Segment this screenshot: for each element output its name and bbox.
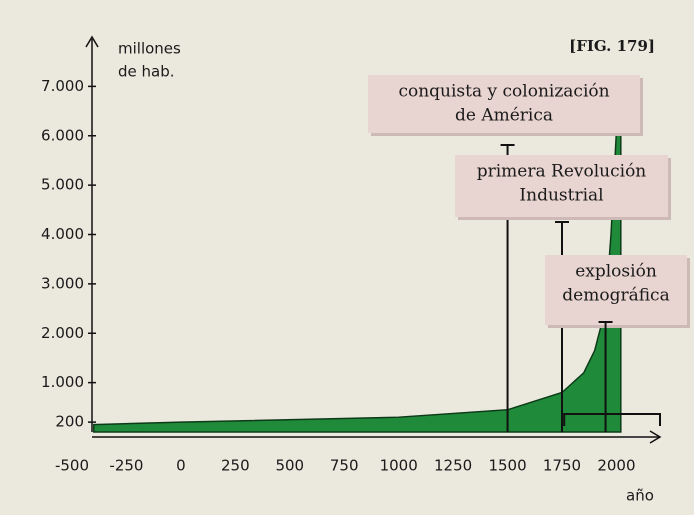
x-tick-label: 1500 — [488, 457, 526, 475]
x-tick-label: 1000 — [380, 457, 418, 475]
annotation-box — [455, 155, 668, 217]
x-tick-label: 750 — [330, 457, 359, 475]
x-tick-label: 1250 — [434, 457, 472, 475]
explosion-bracket — [563, 413, 661, 426]
annotation-box — [545, 255, 687, 325]
y-tick-label: 4.000 — [41, 225, 84, 243]
x-tick-label: -500 — [55, 457, 89, 475]
annotation-text: primera Revolución — [477, 162, 647, 182]
annotation-text: explosión — [575, 262, 657, 282]
annotation-text: de América — [455, 106, 553, 126]
annotation-text: Industrial — [519, 186, 603, 206]
y-axis-label: de hab. — [118, 63, 175, 81]
y-tick-label: 3.000 — [41, 274, 84, 292]
y-tick-label: 7.000 — [41, 77, 84, 95]
y-tick-label: 200 — [55, 413, 84, 431]
x-tick-label: 0 — [176, 457, 186, 475]
y-tick-label: 2.000 — [41, 324, 84, 342]
annotation-box — [368, 75, 640, 133]
annotation-text: demográfica — [562, 286, 669, 306]
x-axis-arrow — [649, 430, 662, 444]
y-tick-label: 6.000 — [41, 126, 84, 144]
x-tick-label: 1750 — [543, 457, 581, 475]
x-axis-label: año — [626, 487, 654, 505]
y-tick-label: 5.000 — [41, 176, 84, 194]
x-tick-label: 2000 — [597, 457, 635, 475]
chart-title: [FIG. 179] — [569, 37, 655, 55]
y-tick-label: 1.000 — [41, 373, 84, 391]
y-axis-arrow — [85, 35, 99, 48]
y-axis-label: millones — [118, 40, 181, 58]
annotation-text: conquista y colonización — [398, 82, 609, 102]
x-tick-label: 250 — [221, 457, 250, 475]
x-tick-label: -250 — [109, 457, 143, 475]
x-tick-label: 500 — [275, 457, 304, 475]
